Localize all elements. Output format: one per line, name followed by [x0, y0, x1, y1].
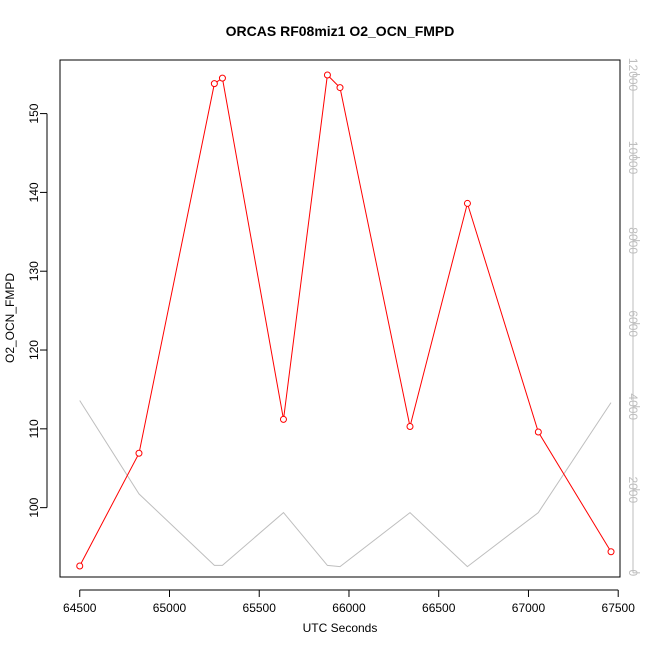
- x-tick-label: 67500: [602, 601, 636, 615]
- data-point: [336, 84, 344, 92]
- data-point: [534, 428, 542, 436]
- data-point: [279, 415, 287, 423]
- data-point: [463, 199, 471, 207]
- x-tick-label: 67000: [512, 601, 546, 615]
- x-axis-label: UTC Seconds: [303, 621, 378, 635]
- x-tick-label: 66500: [422, 601, 456, 615]
- y2-tick-label: 4000: [626, 393, 640, 420]
- primary-series-line: [79, 73, 612, 567]
- y-tick-label: 120: [27, 340, 41, 360]
- chart-title: ORCAS RF08miz1 O2_OCN_FMPD: [226, 23, 455, 39]
- y2-tick-label: 2000: [626, 476, 640, 503]
- x-tick-label: 64500: [63, 601, 97, 615]
- y-axis-label: O2_OCN_FMPD: [3, 273, 17, 363]
- y2-tick-label: 12000: [626, 58, 640, 92]
- x-tick-label: 65000: [153, 601, 187, 615]
- plot-area-frame: [59, 59, 621, 578]
- data-point: [210, 80, 218, 88]
- data-point: [607, 548, 615, 556]
- x-tick-label: 66000: [332, 601, 366, 615]
- y-tick-label: 110: [27, 419, 41, 438]
- y-tick-label: 150: [27, 103, 41, 123]
- data-point: [218, 74, 226, 82]
- data-point: [406, 422, 414, 430]
- data-point: [323, 71, 331, 79]
- data-point: [76, 562, 84, 570]
- y-tick-label: 100: [27, 497, 41, 517]
- data-point: [135, 449, 143, 457]
- y2-tick-label: 6000: [626, 310, 640, 337]
- y2-tick-label: 8000: [626, 227, 640, 254]
- y-tick-label: 130: [27, 261, 41, 281]
- y-axis-right: 0 2000 4000 6000 8000 10000 12000: [626, 58, 640, 577]
- x-axis: 64500 65000 65500 66000 66500 67000 67500: [63, 589, 636, 615]
- y-axis-left: 100 110 120 130 140 150: [27, 103, 48, 518]
- y-tick-label: 140: [27, 182, 41, 202]
- series-layer: [76, 71, 615, 570]
- y2-tick-label: 10000: [626, 141, 640, 175]
- x-tick-label: 65500: [243, 601, 277, 615]
- secondary-series-line: [79, 400, 612, 568]
- y2-tick-label: 0: [626, 570, 640, 577]
